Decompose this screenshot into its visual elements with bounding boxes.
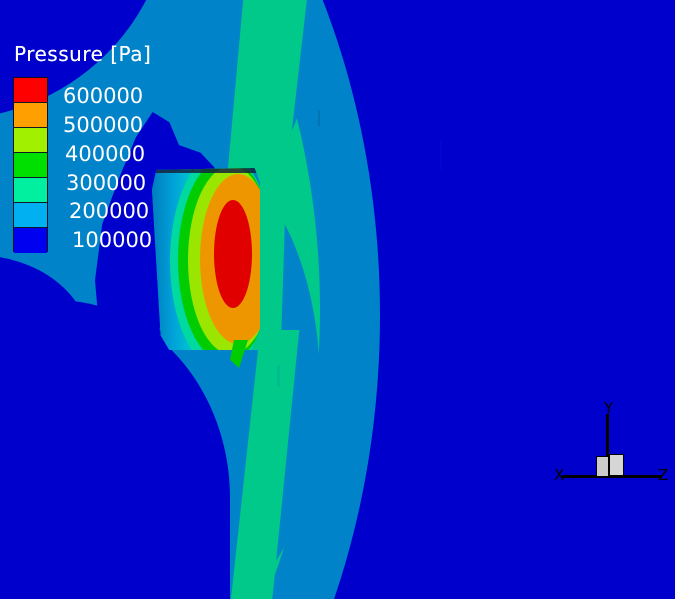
legend-swatch-spring-green[interactable] xyxy=(14,178,47,203)
mesh-edge-streak xyxy=(440,140,442,170)
legend-tick-600000: 600000 xyxy=(63,84,144,108)
triad-cube-face-right xyxy=(609,454,624,476)
legend-swatch-red[interactable] xyxy=(14,78,47,103)
legend-swatch-green[interactable] xyxy=(14,153,47,178)
contour-band-springgreen-upper xyxy=(226,0,308,190)
legend-tick-500000: 500000 xyxy=(63,113,144,137)
legend-tick-300000: 300000 xyxy=(66,171,147,195)
legend-swatch-cyan-blue[interactable] xyxy=(14,203,47,228)
axis-label-x: X xyxy=(554,466,565,484)
geometry-main-body xyxy=(152,168,260,350)
geometry-rear-strut xyxy=(108,330,170,465)
legend-colorbar[interactable] xyxy=(13,77,48,253)
axis-label-z: Z xyxy=(658,466,669,484)
legend-tick-200000: 200000 xyxy=(69,199,150,223)
legend-swatch-orange[interactable] xyxy=(14,103,47,128)
legend-title: Pressure [Pa] xyxy=(14,42,152,66)
contour-core-red xyxy=(214,200,252,308)
legend-tick-100000: 100000 xyxy=(72,228,153,252)
legend-swatch-yellow-green[interactable] xyxy=(14,128,47,153)
mesh-edge-streak xyxy=(277,365,280,387)
contour-pool-blue-left xyxy=(0,255,90,435)
contour-band-springgreen-lower xyxy=(230,330,300,599)
legend-tick-400000: 400000 xyxy=(65,142,146,166)
axis-line-y xyxy=(606,414,609,476)
axis-triad[interactable]: X Y Z xyxy=(548,396,673,491)
axis-line-xz xyxy=(562,475,662,478)
mesh-edge-streak xyxy=(318,110,320,126)
legend-swatch-blue[interactable] xyxy=(14,228,47,253)
axis-label-y: Y xyxy=(604,399,614,417)
triad-cube-face-left xyxy=(596,456,609,477)
